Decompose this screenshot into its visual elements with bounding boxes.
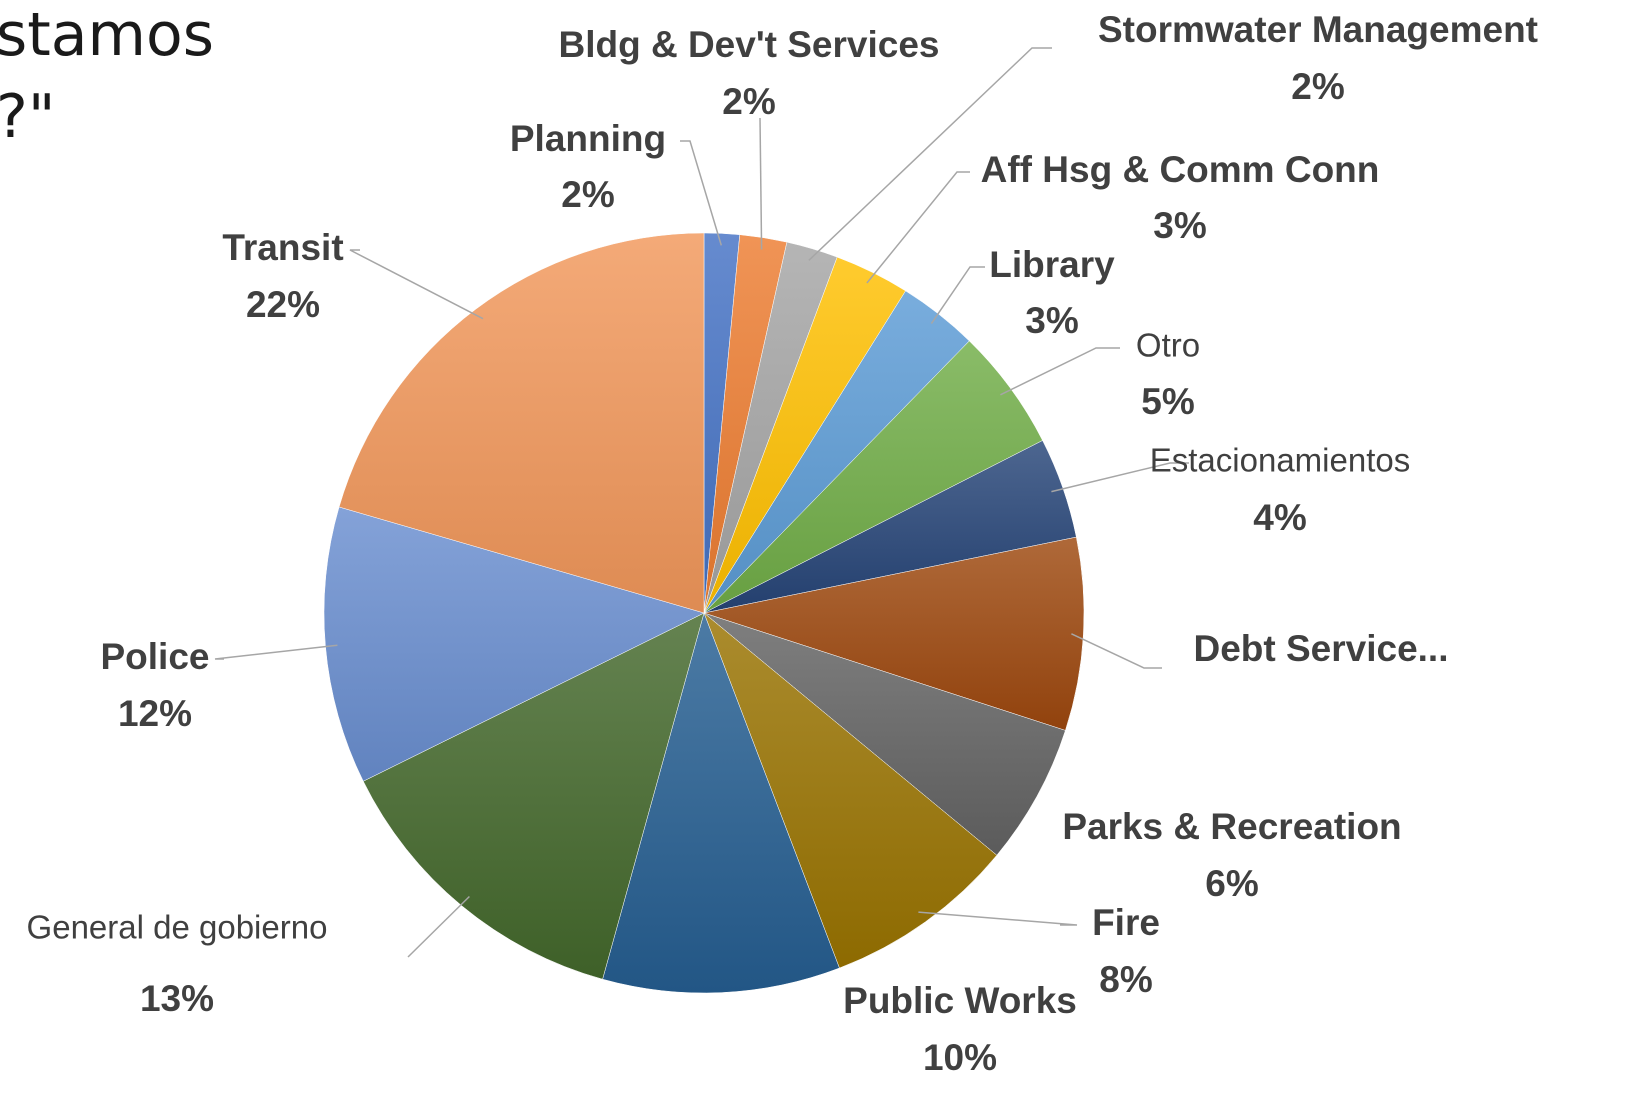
slice-percent-label: 8% xyxy=(1099,959,1152,1000)
slice-percent-label: 4% xyxy=(1253,497,1306,538)
slice-label: Library xyxy=(989,244,1115,285)
pie-slice-public-works xyxy=(602,612,840,994)
slice-label: Bldg & Dev't Services xyxy=(558,24,939,65)
slice-labels: Planning 2% Bldg & Dev't Services 2% Stormwa… xyxy=(27,9,1538,1078)
slice-label: Stormwater Management xyxy=(1098,9,1538,50)
slice-label: Transit xyxy=(222,227,343,268)
leader-line xyxy=(407,895,470,958)
slice-label: Planning xyxy=(510,118,666,159)
slice-percent-label: 5% xyxy=(1141,381,1194,422)
slice-percent-label: 10% xyxy=(923,1037,997,1078)
slice-percent-label: 6% xyxy=(1205,863,1258,904)
title-fragment: stamos ?" xyxy=(0,0,240,170)
leader-line xyxy=(808,47,1052,261)
slice-label: Otro xyxy=(1136,327,1200,364)
slice-label: General de gobierno xyxy=(27,909,328,946)
pie-slice-parks-recreation xyxy=(703,612,1066,856)
slice-label: Fire xyxy=(1092,902,1160,943)
slice-label: Public Works xyxy=(843,980,1077,1021)
slice-label: Aff Hsg & Comm Conn xyxy=(981,149,1380,190)
pie-slice-general-de-gobierno xyxy=(362,612,705,980)
slice-percent-label: 13% xyxy=(140,978,214,1019)
pie-slice-fire xyxy=(703,612,998,969)
slice-percent-label: 22% xyxy=(246,284,320,325)
leader-line xyxy=(759,117,763,250)
pie-slices xyxy=(323,232,1085,994)
slice-percent-label: 2% xyxy=(722,81,775,122)
leader-line xyxy=(214,644,338,660)
leader-lines xyxy=(214,47,1189,958)
leader-line xyxy=(866,171,970,284)
pie-slice-transit xyxy=(338,232,705,614)
slice-label: Police xyxy=(101,636,210,677)
title-line-2: ?" xyxy=(0,82,56,152)
pie-slice-debt-service xyxy=(703,536,1085,731)
leader-line xyxy=(349,249,484,320)
slice-percent-label: 2% xyxy=(561,174,614,215)
slice-label: Debt Service... xyxy=(1193,628,1448,669)
slice-percent-label: 2% xyxy=(1291,66,1344,107)
leader-line xyxy=(918,911,1078,926)
slice-percent-label: 12% xyxy=(118,693,192,734)
leader-line xyxy=(1000,347,1120,396)
title-line-1: stamos xyxy=(0,0,214,70)
slice-percent-label: 3% xyxy=(1153,205,1206,246)
leader-line xyxy=(1071,633,1162,669)
slice-label: Estacionamientos xyxy=(1150,442,1410,479)
leader-line xyxy=(930,266,985,325)
leader-line xyxy=(680,140,723,246)
slice-label: Parks & Recreation xyxy=(1062,806,1401,847)
slice-percent-label: 3% xyxy=(1025,300,1078,341)
leader-line xyxy=(1051,462,1189,493)
